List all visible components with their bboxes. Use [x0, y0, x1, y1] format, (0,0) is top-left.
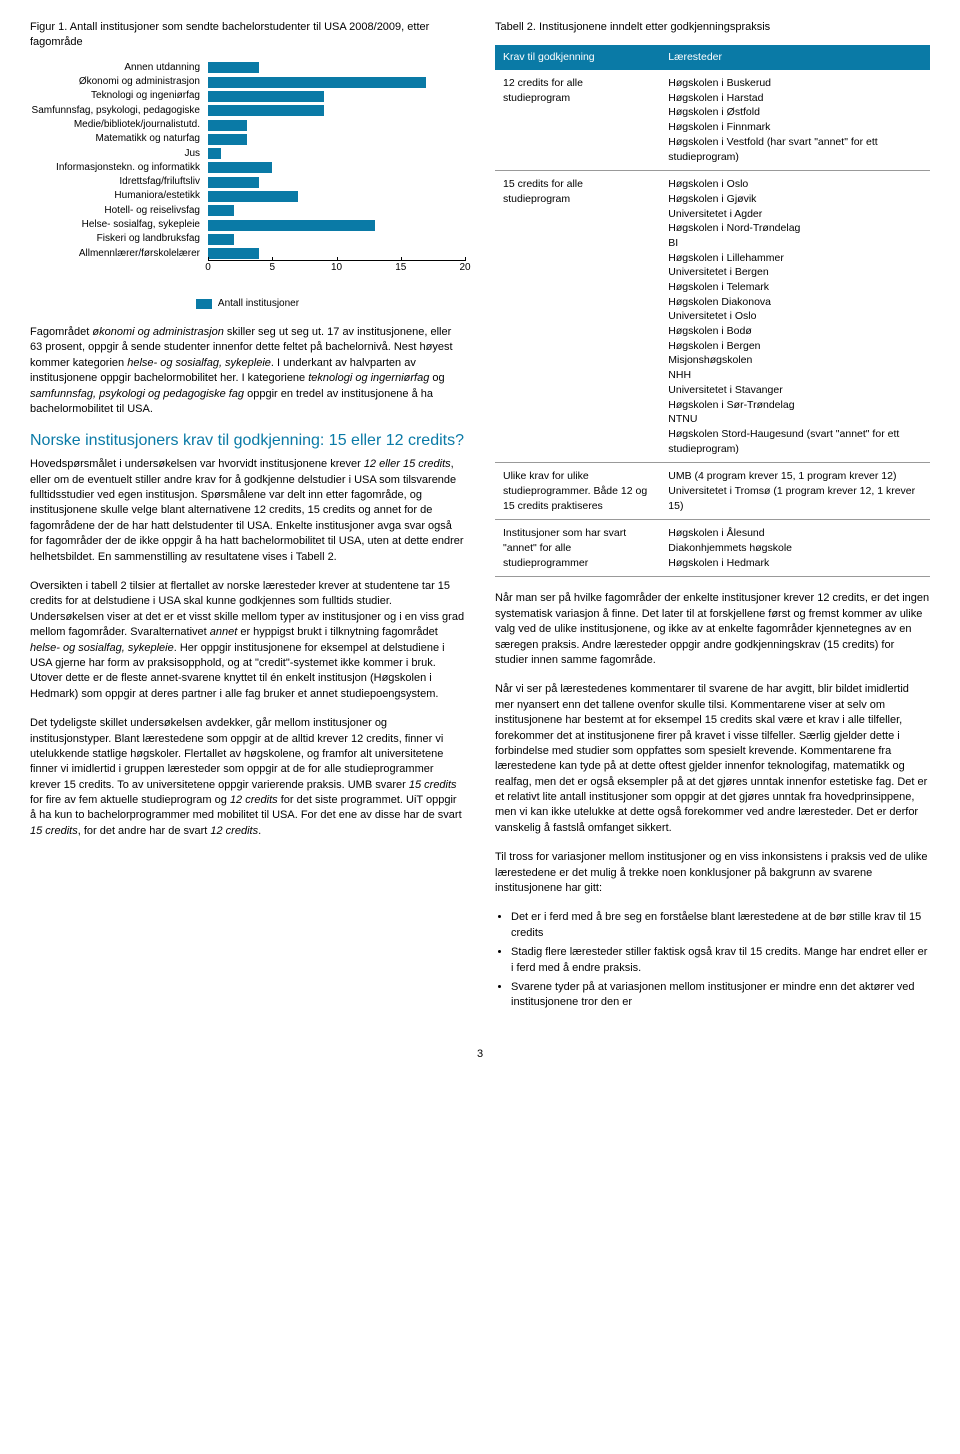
table-cell-requirement: 15 credits for alle studieprogram: [495, 171, 660, 463]
axis-tick-label: 5: [269, 261, 275, 275]
axis-tick-label: 10: [331, 261, 342, 275]
table-header: Krav til godkjenning: [495, 45, 660, 70]
table-cell-requirement: 12 credits for alle studieprogram: [495, 70, 660, 171]
table-cell-institutions: Høgskolen i ÅlesundDiakonhjemmets høgsko…: [660, 520, 930, 577]
bullet-list: Det er i ferd med å bre seg en forståels…: [495, 910, 930, 1010]
chart-bar: [208, 205, 234, 216]
chart-category-label: Økonomi og administrasjon: [30, 75, 208, 89]
chart-category-label: Teknologi og ingeniørfag: [30, 89, 208, 103]
chart-category-label: Allmennlærer/førskolelærer: [30, 247, 208, 261]
axis-tick-label: 20: [459, 261, 470, 275]
right-column: Tabell 2. Institusjonene inndelt etter g…: [495, 20, 930, 1023]
bullet-item: Det er i ferd med å bre seg en forståels…: [511, 910, 930, 941]
paragraph: Når man ser på hvilke fagområder der enk…: [495, 591, 930, 668]
page-number: 3: [30, 1047, 930, 1062]
legend-label: Antall institusjoner: [218, 297, 299, 311]
table-cell-institutions: Høgskolen i BuskerudHøgskolen i HarstadH…: [660, 70, 930, 171]
table-row: Ulike krav for ulike studieprogrammer. B…: [495, 463, 930, 520]
chart-category-label: Samfunnsfag, psykologi, pedagogiske: [30, 104, 208, 118]
chart-category-label: Humaniora/estetikk: [30, 189, 208, 203]
chart-bar: [208, 234, 234, 245]
table-row: 12 credits for alle studieprogramHøgskol…: [495, 70, 930, 171]
paragraph: Til tross for variasjoner mellom institu…: [495, 850, 930, 896]
table-cell-institutions: Høgskolen i OsloHøgskolen i GjøvikUniver…: [660, 171, 930, 463]
chart-bar: [208, 248, 259, 259]
chart-bar: [208, 191, 298, 202]
paragraph: Hovedspørsmålet i undersøkelsen var hvor…: [30, 457, 465, 565]
chart-category-label: Annen utdanning: [30, 61, 208, 75]
section-heading: Norske institusjoners krav til godkjenni…: [30, 431, 465, 451]
chart-bar: [208, 62, 259, 73]
table-title: Tabell 2. Institusjonene inndelt etter g…: [495, 20, 930, 35]
chart-category-label: Hotell- og reiselivsfag: [30, 204, 208, 218]
table-row: Institusjoner som har svart "annet" for …: [495, 520, 930, 577]
table-institutions: Krav til godkjenning Læresteder 12 credi…: [495, 45, 930, 577]
table-header: Læresteder: [660, 45, 930, 70]
chart-bar: [208, 91, 324, 102]
chart-bar: [208, 105, 324, 116]
chart-bar: [208, 177, 259, 188]
bullet-item: Svarene tyder på at variasjonen mellom i…: [511, 980, 930, 1011]
chart-category-label: Jus: [30, 147, 208, 161]
table-cell-institutions: UMB (4 program krever 15, 1 program krev…: [660, 463, 930, 520]
chart-bar: [208, 220, 375, 231]
axis-tick-label: 0: [205, 261, 211, 275]
paragraph: Det tydeligste skillet undersøkelsen avd…: [30, 716, 465, 839]
chart-category-label: Informasjonstekn. og informatikk: [30, 161, 208, 175]
paragraph: Når vi ser på lærestedenes kommentarer t…: [495, 682, 930, 836]
table-cell-requirement: Institusjoner som har svart "annet" for …: [495, 520, 660, 577]
chart-category-label: Medie/bibliotek/journalistutd.: [30, 118, 208, 132]
chart-bar: [208, 134, 247, 145]
chart-legend: Antall institusjoner: [30, 297, 465, 311]
paragraph: Oversikten i tabell 2 tilsier at flertal…: [30, 579, 465, 702]
chart-category-label: Fiskeri og landbruksfag: [30, 232, 208, 246]
chart-category-label: Helse- sosialfag, sykepleie: [30, 218, 208, 232]
axis-tick-label: 15: [395, 261, 406, 275]
legend-swatch: [196, 299, 212, 309]
chart-bar: [208, 77, 426, 88]
chart-bar: [208, 120, 247, 131]
paragraph: Fagområdet økonomi og administrasjon ski…: [30, 325, 465, 417]
bar-chart: Annen utdanningØkonomi og administrasjon…: [30, 61, 465, 311]
chart-category-label: Idrettsfag/friluftsliv: [30, 175, 208, 189]
left-column: Figur 1. Antall institusjoner som sendte…: [30, 20, 465, 1023]
chart-category-label: Matematikk og naturfag: [30, 132, 208, 146]
table-cell-requirement: Ulike krav for ulike studieprogrammer. B…: [495, 463, 660, 520]
figure-title: Figur 1. Antall institusjoner som sendte…: [30, 20, 465, 51]
chart-bar: [208, 162, 272, 173]
table-row: 15 credits for alle studieprogramHøgskol…: [495, 171, 930, 463]
bullet-item: Stadig flere læresteder stiller faktisk …: [511, 945, 930, 976]
chart-bar: [208, 148, 221, 159]
